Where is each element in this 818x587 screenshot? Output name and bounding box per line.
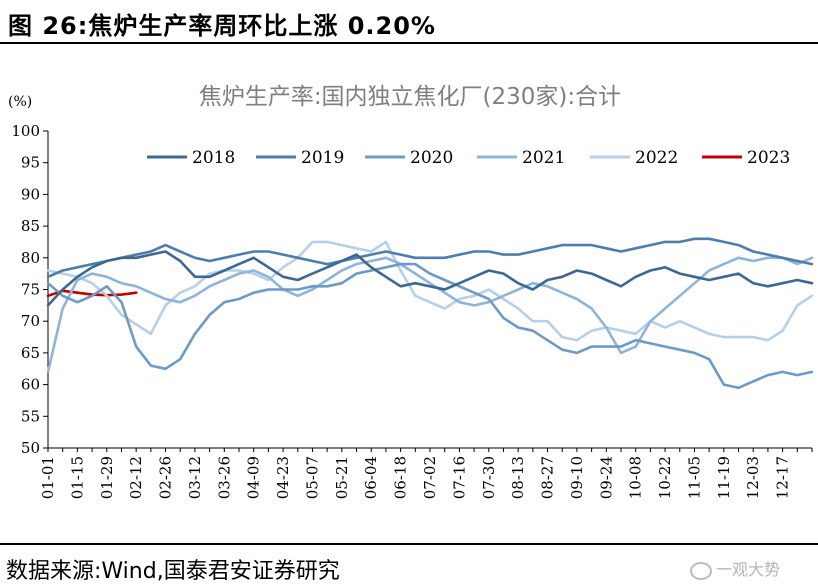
legend: 2018 2019 2020 2021 2022 2023 <box>147 148 790 168</box>
x-tick-label: 01-15 <box>68 456 86 499</box>
y-tick-label: 85 <box>21 217 40 235</box>
x-tick-label: 04-09 <box>245 456 263 499</box>
x-tick-label: 08-13 <box>509 456 527 499</box>
x-tick-label: 02-26 <box>157 456 175 499</box>
x-tick-label: 07-16 <box>450 456 468 499</box>
y-tick-label: 100 <box>11 122 40 140</box>
x-tick-label: 01-01 <box>39 456 57 499</box>
bottom-rule <box>0 543 818 545</box>
x-tick-label: 04-23 <box>274 456 292 499</box>
x-tick-label: 10-08 <box>627 456 645 499</box>
legend-label-2022: 2022 <box>635 148 678 168</box>
legend-label-2020: 2020 <box>410 148 453 168</box>
x-tick-label: 08-27 <box>539 456 557 499</box>
y-tick-label: 70 <box>21 312 40 330</box>
series-lines <box>46 237 814 390</box>
y-axis: 50 55 60 65 70 75 80 85 90 95 100 <box>11 122 49 457</box>
series-line-2019 <box>46 237 814 279</box>
x-tick-label: 02-12 <box>127 456 145 499</box>
x-tick-label: 07-30 <box>480 456 498 499</box>
x-tick-label: 12-17 <box>774 456 792 499</box>
x-tick-label: 05-21 <box>333 456 351 499</box>
y-tick-label: 55 <box>21 407 40 425</box>
y-tick-label: 80 <box>21 249 40 267</box>
legend-label-2021: 2021 <box>522 148 565 168</box>
y-axis-unit: (%) <box>8 94 32 110</box>
x-tick-label: 05-07 <box>303 456 321 499</box>
y-tick-label: 65 <box>21 344 40 362</box>
x-tick-label: 01-29 <box>98 456 116 499</box>
x-tick-label: 03-12 <box>186 456 204 499</box>
x-tick-label: 07-02 <box>421 456 439 499</box>
y-tick-label: 90 <box>21 185 40 203</box>
watermark-text: 一观大势 <box>716 560 781 579</box>
x-tick-label: 10-22 <box>656 456 674 499</box>
y-tick-label: 95 <box>21 154 40 172</box>
watermark: 一观大势 <box>690 556 780 580</box>
legend-label-2019: 2019 <box>301 148 344 168</box>
figure-title: 图 26:焦炉生产率周环比上涨 0.20% <box>8 12 436 40</box>
chart-title: 焦炉生产率:国内独立焦化厂(230家):合计 <box>199 84 621 110</box>
top-rule <box>0 42 818 44</box>
y-tick-label: 50 <box>21 439 40 457</box>
series-line-2021 <box>46 256 814 374</box>
y-tick-label: 75 <box>21 281 40 299</box>
y-tick-label: 60 <box>21 376 40 394</box>
series-line-2020 <box>46 262 814 390</box>
x-tick-label: 03-26 <box>215 456 233 499</box>
x-tick-label: 12-03 <box>744 456 762 499</box>
x-tick-label: 06-18 <box>392 456 410 499</box>
legend-label-2018: 2018 <box>192 148 235 168</box>
legend-label-2023: 2023 <box>747 148 790 168</box>
series-line-2018 <box>46 250 814 307</box>
x-axis: 01-01 01-15 01-29 02-12 02-26 03-12 03-26 04-09… <box>39 447 813 499</box>
x-tick-label: 11-05 <box>685 456 703 499</box>
x-tick-label: 09-24 <box>597 456 615 499</box>
x-tick-label: 06-04 <box>362 456 380 499</box>
x-tick-label: 11-19 <box>715 456 733 499</box>
series-line-2022 <box>46 240 814 342</box>
wechat-icon <box>690 561 712 580</box>
x-tick-label: 09-10 <box>568 456 586 499</box>
source-note: 数据来源:Wind,国泰君安证券研究 <box>6 559 340 584</box>
